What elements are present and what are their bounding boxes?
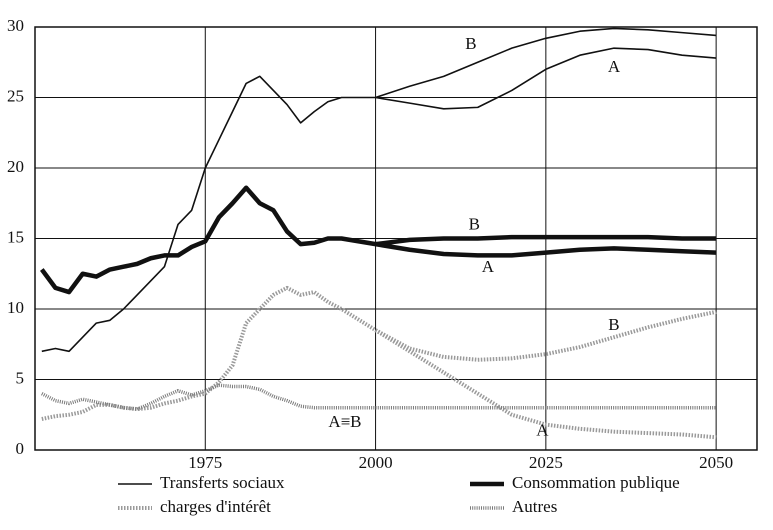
series-line: [375, 27, 717, 99]
y-tick-label: 15: [7, 227, 24, 246]
legend-label: Consommation publique: [512, 473, 680, 492]
plot-frame: [34, 26, 758, 451]
annotation: B: [469, 215, 480, 234]
y-tick-label: 0: [16, 439, 25, 458]
annotation: A: [608, 57, 621, 76]
legend-label: Autres: [512, 497, 557, 516]
x-tick-label: 2025: [529, 453, 563, 472]
annotation: A: [536, 421, 549, 440]
y-tick-label: 10: [7, 298, 24, 317]
annotation: B: [465, 34, 476, 53]
x-tick-label: 1975: [188, 453, 222, 472]
series-line: [41, 47, 717, 353]
x-tick-label: 2050: [699, 453, 733, 472]
series-line: [40, 185, 717, 295]
annotation: A≡B: [328, 412, 361, 431]
legend-label: charges d'intérêt: [160, 497, 271, 516]
y-tick-label: 5: [16, 368, 25, 387]
annotation: A: [482, 257, 495, 276]
y-tick-label: 30: [7, 16, 24, 35]
legend-label: Transferts sociaux: [160, 473, 285, 492]
x-tick-label: 2000: [359, 453, 393, 472]
series-line: [41, 285, 717, 440]
y-tick-label: 25: [7, 86, 24, 105]
y-tick-label: 20: [7, 157, 24, 176]
series-line: [375, 234, 717, 247]
annotation: B: [608, 315, 619, 334]
series-line: [41, 383, 717, 411]
